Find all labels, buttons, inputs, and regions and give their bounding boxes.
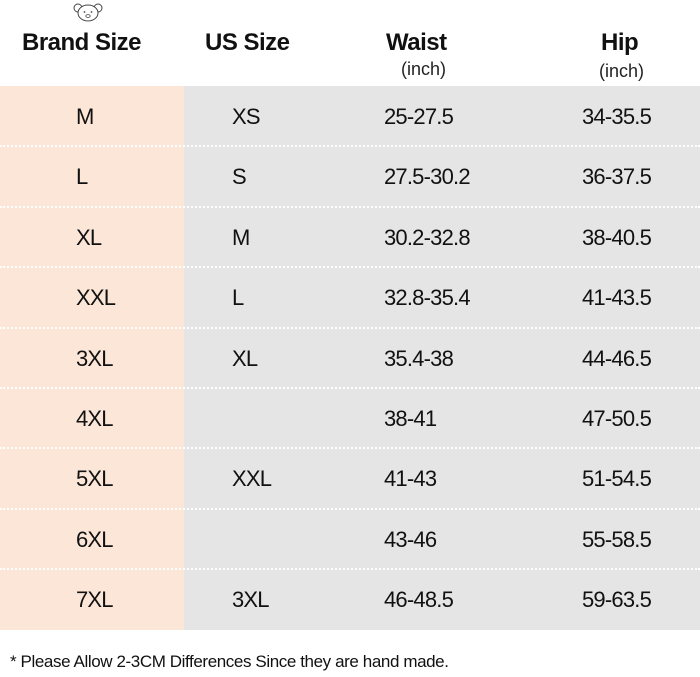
hip-cell: 38-40.5 — [582, 224, 652, 250]
size-table: M XS 25-27.5 34-35.5 L S 27.5-30.2 36-37.5 XL M 30… — [0, 86, 700, 630]
table-row: L S 27.5-30.2 36-37.5 — [0, 146, 700, 206]
waist-cell: 43-46 — [384, 526, 437, 552]
us-cell: XXL — [232, 466, 272, 492]
row-divider — [0, 266, 700, 269]
table-row: 5XL XXL 41-43 51-54.5 — [0, 448, 700, 508]
waist-cell: 25-27.5 — [384, 104, 454, 129]
table-row: XXL L 32.8-35.4 41-43.5 — [0, 267, 700, 327]
table-row: XL M 30.2-32.8 38-40.5 — [0, 207, 700, 267]
brand-cell: 7XL — [76, 587, 114, 613]
waist-cell: 27.5-30.2 — [384, 164, 471, 190]
brand-size-column — [0, 86, 184, 630]
hip-cell: 55-58.5 — [582, 526, 652, 552]
table-row: 7XL 3XL 46-48.5 59-63.5 — [0, 569, 700, 629]
row-divider — [0, 326, 700, 329]
brand-cell: XXL — [76, 285, 116, 311]
hip-cell: 51-54.5 — [582, 466, 652, 492]
row-divider — [0, 205, 700, 208]
bear-head-icon — [73, 3, 103, 22]
us-cell: S — [232, 164, 247, 190]
table-row: 4XL 38-41 47-50.5 — [0, 388, 700, 448]
table-row: 6XL 43-46 55-58.5 — [0, 509, 700, 569]
table-row: 3XL XL 35.4-38 44-46.5 — [0, 328, 700, 388]
row-divider — [0, 387, 700, 389]
brand-cell: 3XL — [76, 345, 114, 371]
hip-cell: 41-43.5 — [582, 285, 652, 311]
table-header: Brand Size US Size Waist (inch) Hip (inc… — [0, 0, 700, 86]
hip-cell: 34-35.5 — [582, 104, 652, 129]
brand-size-header: Brand Size — [22, 29, 142, 56]
brand-cell: L — [76, 164, 88, 190]
row-divider — [0, 568, 700, 571]
brand-cell: 4XL — [76, 406, 114, 431]
row-divider — [0, 507, 700, 510]
waist-cell: 38-41 — [384, 406, 437, 431]
brand-cell: 5XL — [76, 466, 114, 492]
us-cell: XS — [232, 104, 261, 129]
hip-cell: 44-46.5 — [582, 345, 652, 371]
size-note: * Please Allow 2-3CM Differences Since t… — [10, 652, 449, 671]
us-size-header: US Size — [205, 29, 290, 56]
us-cell: 3XL — [232, 587, 270, 613]
hip-header: Hip — [601, 29, 639, 56]
waist-cell: 46-48.5 — [384, 587, 454, 613]
measurements-area — [184, 86, 700, 630]
waist-cell: 32.8-35.4 — [384, 285, 471, 311]
brand-cell: 6XL — [76, 526, 114, 552]
waist-cell: 41-43 — [384, 466, 437, 492]
waist-cell: 30.2-32.8 — [384, 224, 471, 250]
us-cell: XL — [232, 345, 258, 371]
hip-cell: 47-50.5 — [582, 406, 652, 431]
row-divider — [0, 447, 700, 450]
waist-header: Waist — [386, 29, 447, 56]
table-row: M XS 25-27.5 34-35.5 — [0, 86, 700, 146]
us-cell: M — [232, 224, 250, 250]
hip-cell: 59-63.5 — [582, 587, 652, 613]
hip-unit: (inch) — [599, 61, 645, 81]
us-cell: L — [232, 285, 244, 311]
hip-cell: 36-37.5 — [582, 164, 652, 190]
waist-unit: (inch) — [401, 59, 447, 79]
brand-cell: XL — [76, 224, 102, 250]
brand-cell: M — [76, 104, 94, 129]
waist-cell: 35.4-38 — [384, 345, 454, 371]
row-divider — [0, 145, 700, 148]
